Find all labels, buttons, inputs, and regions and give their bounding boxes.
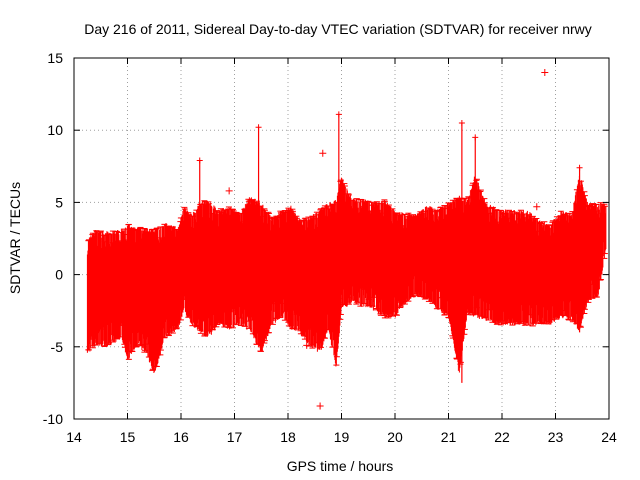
- y-tick-label: 15: [47, 50, 63, 66]
- chart-title: Day 216 of 2011, Sidereal Day-to-day VTE…: [84, 21, 592, 37]
- y-tick-label: 10: [47, 122, 63, 138]
- x-axis-ticks: 14 15 16 17 18 19 20 21 22 23 24: [66, 58, 617, 445]
- y-axis-ticks: -10 -5 0 5 10 15: [43, 50, 609, 427]
- x-tick-label: 15: [120, 429, 136, 445]
- x-tick-label: 24: [601, 429, 617, 445]
- data-point: [225, 187, 233, 195]
- y-tick-label: 5: [55, 194, 63, 210]
- x-tick-label: 16: [173, 429, 189, 445]
- x-tick-label: 19: [334, 429, 350, 445]
- data-layer: [85, 68, 608, 410]
- data-point: [316, 402, 324, 410]
- y-axis-label: SDTVAR / TECUs: [7, 182, 23, 294]
- x-tick-label: 17: [227, 429, 243, 445]
- y-tick-label: -5: [51, 339, 64, 355]
- data-point: [533, 203, 541, 211]
- data-point: [255, 124, 262, 131]
- data-point: [458, 119, 465, 126]
- y-tick-label: -10: [43, 411, 63, 427]
- x-tick-label: 22: [494, 429, 510, 445]
- x-axis-label: GPS time / hours: [287, 458, 394, 474]
- data-point: [303, 341, 311, 349]
- x-tick-label: 14: [66, 429, 82, 445]
- data-point: [196, 157, 203, 164]
- x-tick-label: 18: [280, 429, 296, 445]
- data-point: [541, 68, 549, 76]
- x-tick-label: 23: [548, 429, 564, 445]
- x-tick-label: 20: [387, 429, 403, 445]
- x-tick-label: 21: [441, 429, 457, 445]
- data-point: [335, 111, 342, 118]
- data-point: [576, 164, 583, 171]
- data-point: [319, 149, 327, 157]
- y-tick-label: 0: [55, 267, 63, 283]
- data-point: [472, 134, 479, 141]
